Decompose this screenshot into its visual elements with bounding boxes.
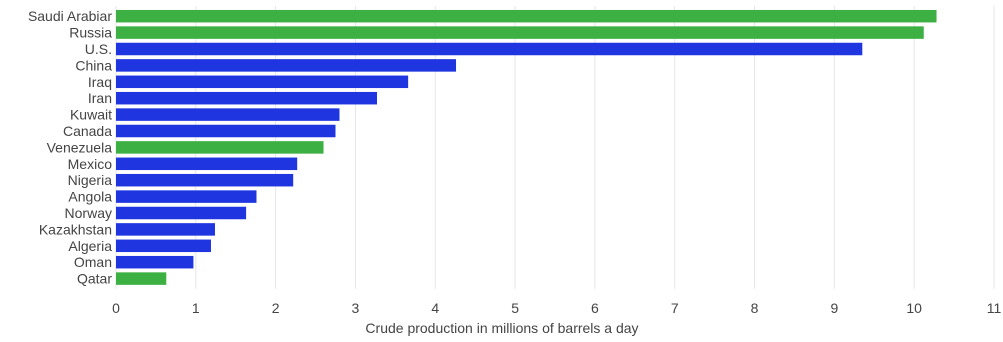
category-label: Saudi Arabiar — [28, 8, 112, 24]
bar — [116, 239, 211, 253]
x-tick-label: 8 — [751, 300, 759, 316]
bar — [116, 223, 215, 236]
x-axis-title: Crude production in millions of barrels … — [365, 320, 638, 336]
x-tick-label: 2 — [272, 300, 280, 316]
category-label: Oman — [74, 254, 112, 270]
bar — [116, 173, 294, 187]
bar — [116, 42, 863, 56]
category-label: China — [75, 57, 112, 73]
category-label: Iraq — [88, 74, 112, 90]
x-tick-label: 11 — [987, 300, 1002, 316]
bar — [116, 59, 457, 72]
category-label: Angola — [68, 189, 112, 205]
x-tick-label: 1 — [192, 300, 200, 316]
bars — [116, 9, 937, 285]
category-label: Mexico — [68, 156, 113, 172]
category-labels: Saudi ArabiarRussiaU.S.ChinaIraqIranKuwa… — [28, 8, 112, 286]
x-tick-label: 7 — [671, 300, 679, 316]
bar — [116, 108, 340, 121]
category-label: Russia — [69, 25, 112, 41]
category-label: U.S. — [85, 41, 112, 57]
bar — [116, 141, 324, 154]
x-tick-labels: 0 1 2 3 4 5 6 7 8 9 10 11 — [112, 300, 1001, 316]
category-label: Nigeria — [68, 172, 113, 188]
bar — [116, 206, 247, 220]
x-tick-label: 5 — [511, 300, 519, 316]
bar — [116, 75, 409, 89]
bar — [116, 157, 298, 171]
category-label: Iran — [88, 90, 112, 106]
bar — [116, 190, 257, 203]
bar — [116, 255, 194, 269]
bar — [116, 124, 336, 138]
x-tick-label: 10 — [906, 300, 922, 316]
category-label: Qatar — [77, 271, 112, 287]
x-tick-label: 6 — [591, 300, 599, 316]
category-label: Algeria — [68, 238, 112, 254]
category-label: Venezuela — [47, 139, 113, 155]
category-label: Canada — [63, 123, 112, 139]
x-tick-label: 0 — [112, 300, 120, 316]
category-label: Norway — [65, 205, 112, 221]
category-label: Kazakhstan — [39, 221, 112, 237]
x-tick-label: 9 — [830, 300, 838, 316]
bar — [116, 91, 378, 105]
bar — [116, 272, 167, 285]
bar — [116, 26, 924, 39]
x-tick-label: 3 — [352, 300, 360, 316]
category-label: Kuwait — [70, 107, 112, 123]
bar — [116, 9, 937, 23]
x-tick-label: 4 — [431, 300, 439, 316]
